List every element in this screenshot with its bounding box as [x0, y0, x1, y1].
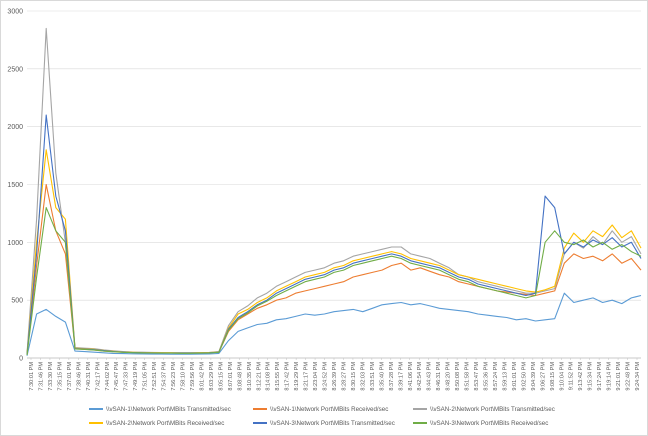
x-tick-label: 7:30:01 PM [29, 362, 35, 391]
x-tick-label: 8:19:29 PM [294, 362, 300, 391]
x-tick-label: 8:51:58 PM [465, 362, 471, 391]
x-tick-label: 9:22:48 PM [626, 362, 632, 391]
x-tick-label: 8:17:42 PM [285, 362, 291, 391]
y-tick-label: 2000 [7, 124, 23, 131]
x-tick-label: 8:01:42 PM [199, 362, 205, 391]
x-tick-label: 8:10:35 PM [247, 362, 253, 391]
x-tick-label: 9:02:50 PM [521, 362, 527, 391]
x-tick-label: 9:11:52 PM [569, 362, 575, 391]
y-axis-ticks: 0 500 1000 1500 2000 2500 3000 [7, 9, 23, 363]
series-line-6 [26, 207, 642, 356]
x-tick-label: 9:24:34 PM [635, 362, 641, 391]
x-tick-label: 7:31:46 PM [38, 362, 44, 391]
x-tick-label: 8:07:01 PM [228, 362, 234, 391]
x-tick-label: 8:15:55 PM [275, 362, 281, 391]
x-tick-label: 8:32:03 PM [360, 362, 366, 391]
x-tick-label: 8:44:43 PM [427, 362, 433, 391]
x-tick-label: 7:49:19 PM [133, 362, 139, 391]
x-tick-label: 9:08:15 PM [550, 362, 556, 391]
series-line-3 [26, 27, 642, 354]
x-tick-label: 8:39:17 PM [398, 362, 404, 391]
series-line-5 [26, 114, 642, 355]
y-tick-label: 3000 [7, 9, 23, 16]
x-tick-label: 7:59:56 PM [190, 362, 196, 391]
x-tick-label: 7:37:01 PM [67, 362, 73, 391]
x-tick-label: 8:24:52 PM [323, 362, 329, 391]
x-tick-label: 7:52:51 PM [152, 362, 158, 391]
legend-label: \\vSAN-1\Network Port\MBits Received/sec [270, 406, 388, 413]
x-tick-label: 7:51:05 PM [143, 362, 149, 391]
x-tick-label: 7:56:23 PM [171, 362, 177, 391]
x-tick-label: 7:40:31 PM [86, 362, 92, 391]
x-tick-label: 7:44:02 PM [105, 362, 111, 391]
legend-label: \\vSAN-1\Network Port\MBits Transmitted/… [106, 406, 231, 413]
x-tick-label: 8:03:29 PM [209, 362, 215, 391]
x-tick-label: 8:41:06 PM [408, 362, 414, 391]
y-tick-label: 1500 [7, 182, 23, 189]
x-axis-ticks: 7:30:01 PM 7:31:46 PM 7:33:30 PM 7:35:15 PM… [29, 358, 641, 391]
x-tick-label: 8:50:08 PM [455, 362, 461, 391]
x-tick-label: 7:38:46 PM [76, 362, 82, 391]
x-tick-label: 9:21:01 PM [616, 362, 622, 391]
x-tick-label: 7:45:47 PM [114, 362, 120, 391]
x-tick-label: 8:46:31 PM [436, 362, 442, 391]
series-line-4 [26, 149, 642, 355]
legend: \\vSAN-1\Network Port\MBits Transmitted/… [89, 406, 555, 427]
x-tick-label: 9:01:01 PM [512, 362, 518, 391]
x-tick-label: 7:58:10 PM [181, 362, 187, 391]
x-tick-label: 7:42:17 PM [95, 362, 101, 391]
legend-label: \\vSAN-2\Network Port\MBits Received/sec [106, 420, 224, 427]
x-tick-label: 8:21:17 PM [304, 362, 310, 391]
x-tick-label: 8:53:47 PM [474, 362, 480, 391]
x-tick-label: 8:30:15 PM [351, 362, 357, 391]
y-tick-label: 1000 [7, 240, 23, 247]
x-tick-label: 9:13:42 PM [578, 362, 584, 391]
y-tick-label: 500 [11, 298, 23, 305]
legend-label: \\vSAN-3\Network Port\MBits Received/sec [430, 420, 548, 427]
x-tick-label: 8:48:20 PM [446, 362, 452, 391]
x-tick-label: 9:06:27 PM [540, 362, 546, 391]
x-tick-label: 9:17:24 PM [597, 362, 603, 391]
x-tick-label: 7:33:30 PM [48, 362, 54, 391]
x-tick-label: 8:35:40 PM [379, 362, 385, 391]
series-line-2 [26, 183, 642, 355]
x-tick-label: 8:28:27 PM [341, 362, 347, 391]
gridlines [27, 10, 641, 359]
legend-label: \\vSAN-2\Network Port\MBits Transmitted/… [430, 406, 555, 413]
x-tick-label: 8:33:51 PM [370, 362, 376, 391]
x-tick-label: 7:54:37 PM [162, 362, 168, 391]
x-tick-label: 9:19:14 PM [607, 362, 613, 391]
x-tick-label: 8:42:54 PM [417, 362, 423, 391]
x-tick-label: 8:14:08 PM [266, 362, 272, 391]
x-tick-label: 8:12:21 PM [256, 362, 262, 391]
x-tick-label: 8:55:36 PM [484, 362, 490, 391]
x-tick-label: 8:57:24 PM [493, 362, 499, 391]
series-lines [26, 27, 642, 356]
y-tick-label: 2500 [7, 66, 23, 73]
x-tick-label: 8:37:28 PM [389, 362, 395, 391]
x-tick-label: 8:05:15 PM [218, 362, 224, 391]
x-tick-label: 8:26:39 PM [332, 362, 338, 391]
x-tick-label: 7:35:15 PM [57, 362, 63, 391]
legend-label: \\vSAN-3\Network Port\MBits Transmitted/… [270, 420, 395, 427]
x-tick-label: 8:23:04 PM [313, 362, 319, 391]
x-tick-label: 9:10:04 PM [559, 362, 565, 391]
x-tick-label: 7:47:33 PM [124, 362, 130, 391]
x-tick-label: 8:59:13 PM [502, 362, 508, 391]
y-tick-label: 0 [19, 356, 23, 363]
x-tick-label: 9:04:39 PM [531, 362, 537, 391]
x-tick-label: 8:08:48 PM [237, 362, 243, 391]
x-tick-label: 9:15:34 PM [588, 362, 594, 391]
series-line-1 [26, 292, 642, 356]
